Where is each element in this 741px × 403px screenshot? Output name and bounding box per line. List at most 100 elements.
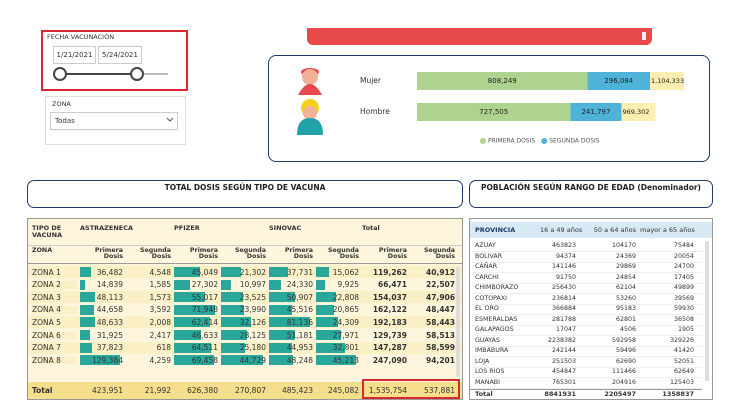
cell: 24854	[615, 273, 636, 281]
cell: ZONA 8	[32, 357, 77, 365]
cell: 48,113	[96, 292, 123, 302]
dropdown-arrow	[166, 117, 174, 122]
cell: 59930	[673, 305, 694, 312]
cell: 51,181	[286, 330, 313, 340]
data-bar	[80, 279, 85, 290]
legend-swatch	[541, 138, 548, 144]
data-bar	[174, 317, 210, 328]
cell: 2238382	[547, 336, 576, 344]
cell: 94374	[555, 252, 576, 260]
data-bar	[269, 317, 310, 328]
cell: 47,906	[426, 292, 455, 302]
cell: 62801	[615, 315, 636, 323]
zone-dropdown[interactable]: Todas	[50, 112, 178, 130]
age-title: POBLACIÓN SEGÚN RANGO DE EDAD (Denominad…	[480, 183, 701, 192]
total-cell: 626,380	[186, 386, 218, 395]
data-bar	[80, 267, 92, 277]
header-rule	[28, 263, 462, 264]
cell: 4,548	[149, 267, 171, 277]
cell: ZONA 6	[32, 331, 77, 339]
cell: 15,062	[332, 267, 359, 277]
data-bar	[174, 267, 200, 277]
cell: 236814	[551, 294, 576, 302]
data-bar	[269, 267, 289, 277]
cell: 463823	[551, 242, 576, 249]
header-cell: 50 a 64 años	[593, 226, 636, 234]
slicer-title: FECHA VACUNACIÓN	[47, 33, 115, 41]
cell: 25,180	[239, 343, 266, 353]
total-cell: 270,807	[234, 386, 266, 395]
data-bar	[221, 342, 245, 353]
cell: 192,183	[372, 317, 407, 327]
cell: 91750	[555, 273, 576, 281]
row-bg	[28, 266, 462, 278]
category-label: Hombre	[360, 107, 390, 116]
cell: 58,599	[426, 343, 455, 353]
cell: 23,525	[239, 292, 266, 302]
slider-handle[interactable]	[130, 67, 144, 81]
row-rule	[470, 282, 702, 284]
cell: ESMERALDAS	[475, 315, 518, 323]
bar-segment	[587, 72, 650, 90]
row-rule	[470, 293, 702, 294]
data-bar	[174, 330, 201, 340]
cell: 41420	[673, 347, 694, 354]
row-rule	[470, 251, 702, 252]
vaccine-title: TOTAL DOSIS SEGÚN TIPO DE VACUNA	[164, 183, 326, 192]
cell: 10,997	[239, 280, 266, 290]
header-rule	[28, 245, 462, 246]
data-bar	[221, 267, 241, 277]
data-bar	[80, 304, 94, 315]
cell: 31,925	[96, 330, 123, 340]
start-date[interactable]: 1/21/2021	[53, 46, 96, 64]
data-bar	[80, 330, 90, 340]
cell: 27,971	[332, 330, 359, 340]
subheader-cell: Segunda Dosis	[234, 247, 266, 261]
cell: 2,008	[149, 317, 171, 327]
cell: 454847	[551, 368, 576, 375]
cell: 48,248	[286, 355, 313, 365]
data-bar	[174, 304, 215, 315]
cell: 1,573	[149, 292, 171, 302]
cell: 119,262	[372, 267, 407, 277]
male-icon	[297, 99, 323, 135]
slider-handle[interactable]	[53, 67, 67, 81]
header-cell: PROVINCIA	[475, 226, 516, 234]
row-rule	[470, 356, 702, 357]
cell: 45,516	[286, 305, 313, 315]
total-cell: Total	[32, 386, 53, 395]
cell: 765301	[551, 378, 576, 386]
cell: 129,739	[372, 330, 407, 340]
cell: 9,925	[337, 280, 359, 290]
scrollbar	[456, 267, 460, 377]
legend-swatch	[480, 138, 486, 144]
row-rule	[470, 387, 702, 389]
total-row-bg	[28, 382, 462, 399]
cell: 366884	[551, 305, 576, 312]
cell: 329226	[669, 336, 694, 344]
cell: 141146	[551, 263, 576, 270]
cell: 3,592	[149, 305, 171, 315]
header-cell: TIPO DE VACUNA	[32, 224, 63, 239]
row-bg	[28, 291, 462, 304]
cell: 17047	[555, 326, 576, 333]
cell: ZONA 4	[32, 306, 77, 314]
row-bg	[28, 278, 462, 291]
row-rule	[470, 314, 702, 315]
cell: MANABI	[475, 378, 500, 386]
end-date[interactable]: 5/24/2021	[98, 46, 142, 64]
cell: AZUAY	[475, 242, 496, 249]
cell: ZONA 2	[32, 281, 77, 289]
row-rule	[470, 377, 702, 378]
cell: 28,125	[239, 330, 266, 340]
cell: IMBABURA	[475, 347, 509, 354]
value-label: 241,797	[582, 108, 611, 116]
header-cell: PFIZER	[174, 224, 200, 232]
zone-title: ZONA	[52, 100, 71, 108]
value-label: 808,249	[488, 77, 517, 85]
cell: 1,585	[149, 280, 171, 290]
cell: 95183	[615, 305, 636, 312]
zone-slicer	[45, 96, 186, 145]
subheader-cell: Primera Dosis	[378, 247, 407, 261]
total-label-bg	[650, 72, 684, 90]
